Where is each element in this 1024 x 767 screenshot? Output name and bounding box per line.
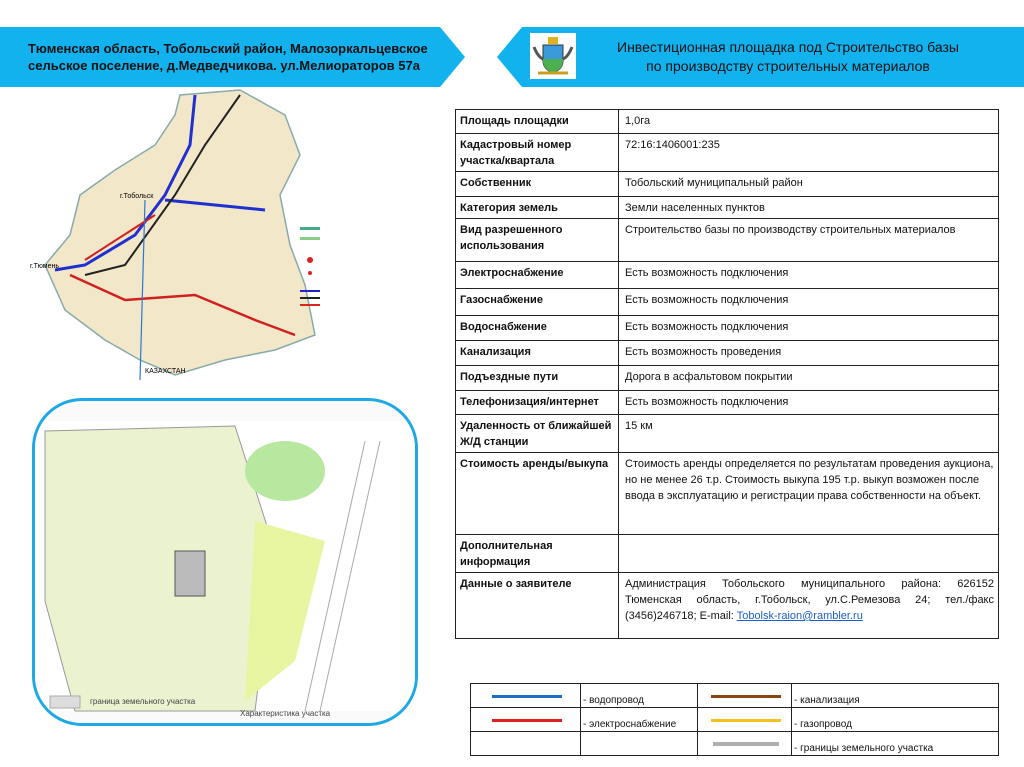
row-value-text: Есть возможность подключения [625,321,789,333]
site-plan-callout: граница земельного участка Характеристик… [32,398,418,726]
row-value-text: Стоимость аренды определяется по результ… [625,458,994,502]
legend-sewer-line [710,695,781,698]
table-row: Телефонизация/интернет Есть возможность п… [455,390,999,415]
site-info-table: Площадь площадки 1,0га Кадастровый номер у… [455,109,999,639]
table-row: Стоимость аренды/выкупа Стоимость аренды … [455,452,999,535]
table-row: Вид разрешенного использования Строительс… [455,218,999,262]
row-label: Газоснабжение [455,288,619,316]
row-label: Телефонизация/интернет [455,390,619,415]
email-link[interactable]: Tobolsk-raion@rambler.ru [736,610,863,622]
legend-gas-line [710,719,781,722]
table-row: Канализация Есть возможность проведения [455,340,999,366]
row-value-text: 1,0га [625,115,651,127]
map-city-tyumen: г.Тюмень [30,263,59,270]
row-value: Дорога в асфальтовом покрытии [618,365,999,391]
table-row: Собственник Тобольский муниципальный райо… [455,171,999,197]
row-value: Есть возможность подключения [618,390,999,415]
legend-power-label: - электроснабжение [580,707,698,732]
coat-of-arms-icon [530,33,576,79]
row-value-text: Строительство базы по производству строи… [625,224,956,236]
site-caption: Характеристика участка [240,709,331,718]
row-label: Собственник [455,171,619,197]
legend-boundary-label: - границы земельного участка [791,731,999,756]
legend-sewer-label: - канализация [791,683,999,708]
row-label: Удаленность от ближайшей Ж/Д станции [455,414,619,453]
row-value: Администрация Тобольского муниципального… [618,572,999,639]
title-banner: Инвестиционная площадка под Строительств… [497,27,1024,87]
row-label: Кадастровый номер участка/квартала [455,133,619,172]
row-value: Стоимость аренды определяется по результ… [618,452,999,535]
row-label: Дополнительная информация [455,534,619,573]
row-value: 72:16:1406001:235 [618,133,999,172]
row-value-text: Администрация Тобольского муниципального… [625,578,994,622]
location-banner: Тюменская область, Тобольский район, Мал… [0,27,465,87]
map-region-kazakhstan: КАЗАХСТАН [145,368,186,375]
table-row: Данные о заявителе Администрация Тобольск… [455,572,999,639]
row-label: Данные о заявителе [455,572,619,639]
row-value: Тобольский муниципальный район [618,171,999,197]
table-row: Площадь площадки 1,0га [455,109,999,134]
row-label: Вид разрешенного использования [455,218,619,262]
legend-water-line [491,695,562,698]
legend-power-line [491,719,562,722]
legend-gas-label: - газопровод [791,707,999,732]
row-value-text: 72:16:1406001:235 [625,139,720,151]
legend-boundary-line [712,742,779,746]
row-label: Водоснабжение [455,315,619,341]
utilities-legend: - водопровод - канализация - электроснаб… [470,683,999,756]
table-row: Удаленность от ближайшей Ж/Д станции 15 к… [455,414,999,453]
row-label: Электроснабжение [455,261,619,289]
row-label: Подъездные пути [455,365,619,391]
row-value: 15 км [618,414,999,453]
row-value-text: Земли населенных пунктов [625,202,765,214]
row-label: Категория земель [455,196,619,219]
location-line-1: Тюменская область, Тобольский район, Мал… [28,41,428,56]
row-value: 1,0га [618,109,999,134]
table-row: Газоснабжение Есть возможность подключени… [455,288,999,316]
region-map: г.Тобольск г.Тюмень КАЗАХСТАН [30,89,320,381]
row-value-text: Тобольский муниципальный район [625,177,803,189]
row-value-text: Есть возможность проведения [625,346,782,358]
row-label: Площадь площадки [455,109,619,134]
row-value: Строительство базы по производству строи… [618,218,999,262]
site-plan-map [35,421,415,712]
row-label: Канализация [455,340,619,366]
table-row: Дополнительная информация [455,534,999,573]
table-row: Подъездные пути Дорога в асфальтовом покр… [455,365,999,391]
row-value-text: Дорога в асфальтовом покрытии [625,371,793,383]
legend-water-label: - водопровод [580,683,698,708]
row-value: Земли населенных пунктов [618,196,999,219]
table-row: Электроснабжение Есть возможность подключ… [455,261,999,289]
row-value: Есть возможность проведения [618,340,999,366]
boundary-caption: граница земельного участка [90,697,196,706]
row-label: Стоимость аренды/выкупа [455,452,619,535]
row-value [618,534,999,573]
table-row: Водоснабжение Есть возможность подключени… [455,315,999,341]
row-value-text: Есть возможность подключения [625,396,789,408]
row-value-text: Есть возможность подключения [625,267,789,279]
row-value: Есть возможность подключения [618,261,999,289]
location-line-2: сельское поселение, д.Медведчикова. ул.М… [28,58,420,73]
row-value: Есть возможность подключения [618,315,999,341]
table-row: Кадастровый номер участка/квартала 72:16:… [455,133,999,172]
table-row: Категория земель Земли населенных пунктов [455,196,999,219]
title-line-1: Инвестиционная площадка под Строительств… [617,39,959,55]
row-value-text: 15 км [625,420,653,432]
map-city-tobolsk: г.Тобольск [120,192,154,200]
row-value: Есть возможность подключения [618,288,999,316]
title-line-2: по производству строительных материалов [646,58,930,74]
row-value-text: Есть возможность подключения [625,294,789,306]
